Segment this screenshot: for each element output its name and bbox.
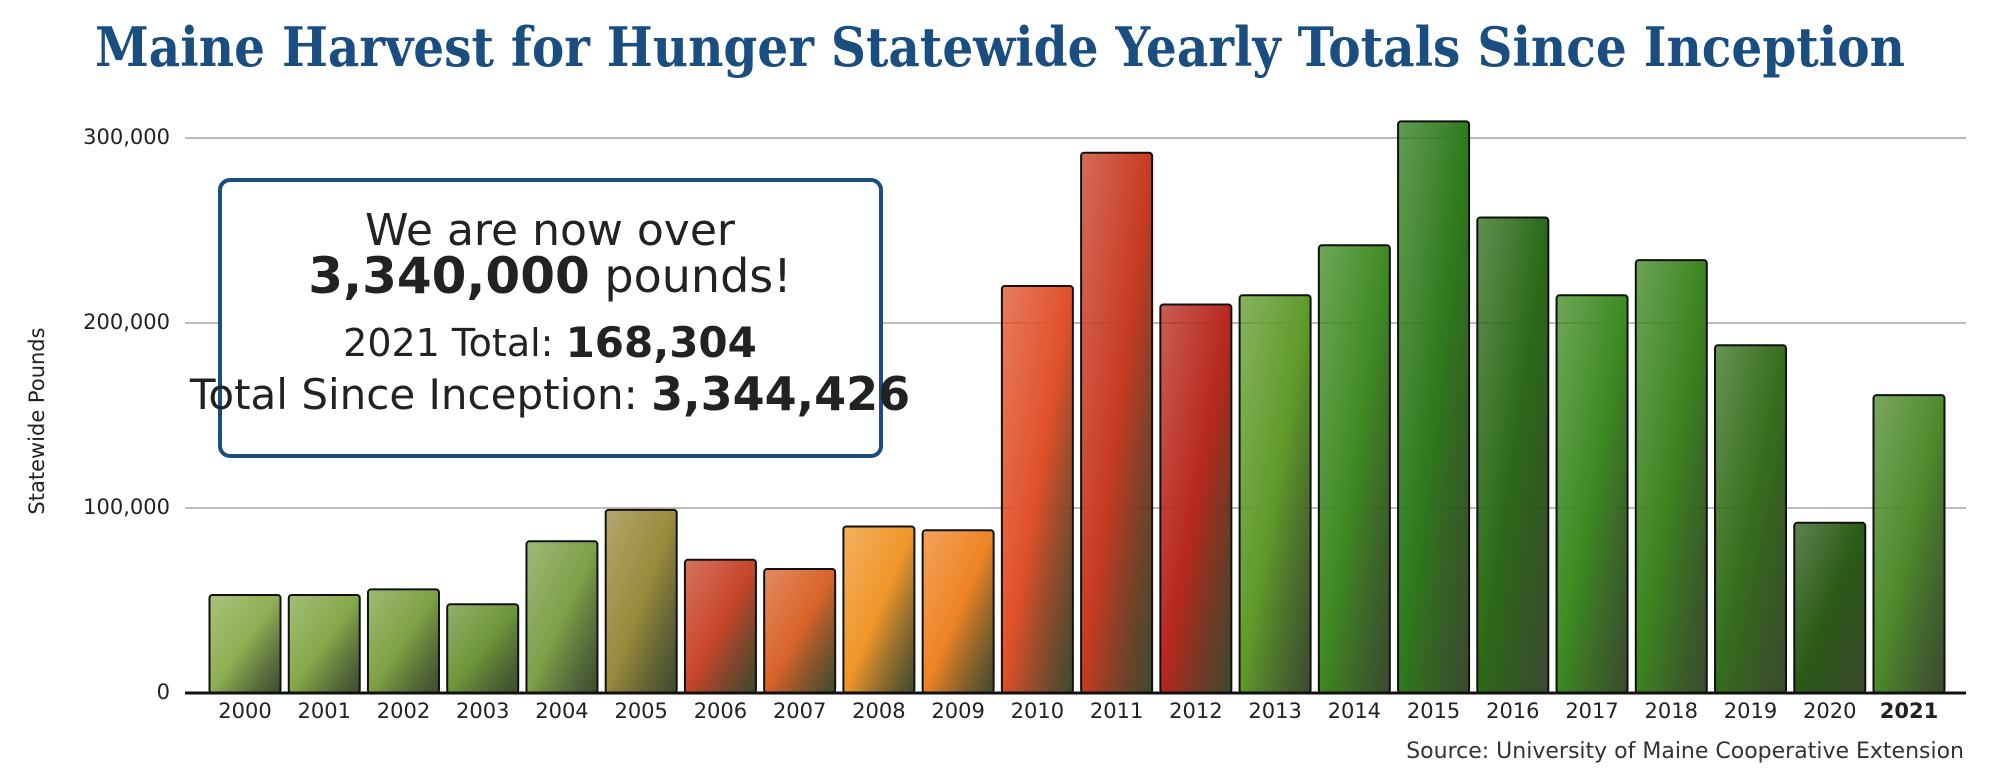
callout-box — [218, 178, 883, 458]
bar — [1793, 521, 1867, 694]
x-tick-label: 2009 — [931, 699, 984, 723]
x-tick-label: 2007 — [773, 699, 826, 723]
x-tick-label: 2001 — [298, 699, 351, 723]
bar — [921, 529, 995, 695]
x-tick-label: 2006 — [694, 699, 747, 723]
y-tick-label: 300,000 — [83, 125, 170, 149]
bar — [1238, 294, 1312, 694]
callout-text: We are now over — [365, 205, 736, 256]
x-tick-label: 2013 — [1248, 699, 1301, 723]
callout-text: 3,344,426 — [651, 367, 910, 421]
x-tick-label: 2000 — [218, 699, 271, 723]
y-axis-label: Statewide Pounds — [25, 327, 49, 514]
x-tick-label: 2008 — [852, 699, 905, 723]
bar — [842, 525, 916, 694]
x-tick-label: 2015 — [1407, 699, 1460, 723]
callout-line: We are now over — [365, 205, 736, 256]
x-tick-label: 2016 — [1486, 699, 1539, 723]
x-tick-label: 2018 — [1645, 699, 1698, 723]
chart-title: Maine Harvest for Hunger Statewide Yearl… — [95, 15, 1905, 79]
y-tick-label: 0 — [157, 680, 170, 704]
callout-line: 3,340,000 pounds! — [308, 247, 791, 305]
y-tick-label: 100,000 — [83, 495, 170, 519]
callout-text: 2021 Total: — [343, 321, 565, 365]
x-tick-label: 2011 — [1090, 699, 1143, 723]
bar — [763, 568, 837, 694]
bar — [1080, 151, 1154, 695]
bar — [1872, 394, 1946, 694]
x-tick-label: 2005 — [614, 699, 667, 723]
x-tick-label: 2014 — [1328, 699, 1381, 723]
x-tick-label: 2003 — [456, 699, 509, 723]
callout-line: 2021 Total: 168,304 — [343, 318, 757, 367]
x-tick-label: 2012 — [1169, 699, 1222, 723]
bar — [525, 540, 599, 694]
x-tick-label: 2017 — [1565, 699, 1618, 723]
bar — [366, 588, 440, 695]
bar — [1397, 120, 1471, 695]
bar — [1634, 259, 1708, 694]
bar — [1159, 303, 1233, 694]
bar — [446, 603, 520, 695]
source: Source: University of Maine Cooperative … — [1406, 739, 1964, 764]
bar — [604, 508, 678, 694]
callout-text: 3,340,000 — [308, 247, 590, 305]
bar — [1476, 216, 1550, 695]
bar — [208, 593, 282, 695]
x-tick-label: 2019 — [1724, 699, 1777, 723]
x-tick-label: 2002 — [377, 699, 430, 723]
callout-text: pounds! — [590, 249, 792, 303]
callout-text: Total Since Inception: — [189, 370, 651, 419]
callout-line: Total Since Inception: 3,344,426 — [189, 367, 910, 421]
bar — [1000, 285, 1074, 694]
bar — [1317, 244, 1391, 695]
y-tick-label: 200,000 — [83, 310, 170, 334]
bar — [683, 558, 757, 694]
bar — [287, 593, 361, 695]
x-tick-label: 2021 — [1880, 699, 1938, 723]
x-tick-label: 2010 — [1011, 699, 1064, 723]
bar — [1555, 294, 1629, 694]
x-tick-label: 2004 — [535, 699, 588, 723]
x-tick-label: 2020 — [1803, 699, 1856, 723]
bar — [1714, 344, 1788, 694]
callout-text: 168,304 — [566, 318, 757, 367]
